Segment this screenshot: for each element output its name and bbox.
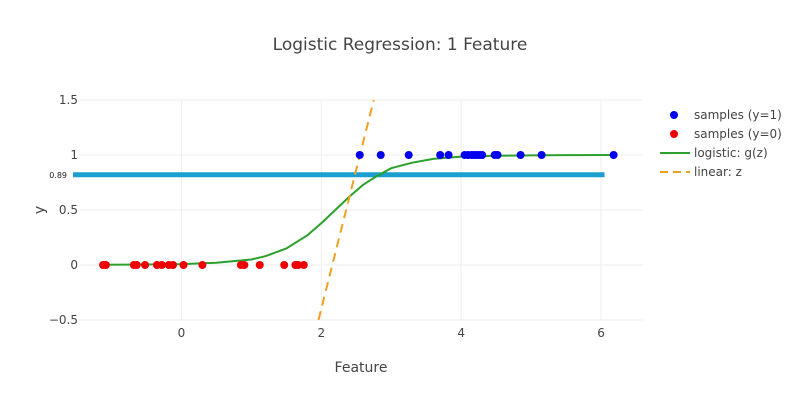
legend-label: samples (y=0) <box>694 127 782 141</box>
x-tick-label: 6 <box>597 326 605 340</box>
y-tick-label: 0 <box>70 258 78 272</box>
x-tick-label: 2 <box>317 326 325 340</box>
legend: samples (y=1) samples (y=0) logistic: g(z)… <box>660 108 782 179</box>
data-point <box>493 151 502 159</box>
x-tick-label: 4 <box>457 326 465 340</box>
data-point <box>179 261 188 269</box>
data-point <box>299 261 308 269</box>
x-axis-title: Feature <box>335 360 388 376</box>
legend-marker <box>670 111 678 119</box>
data-point <box>444 151 453 159</box>
data-point <box>101 261 110 269</box>
data-point <box>141 261 150 269</box>
data-point <box>198 261 207 269</box>
y-tick-label: −0.5 <box>49 313 78 327</box>
x-tick-label: 0 <box>178 326 186 340</box>
series-line-3 <box>317 99 375 321</box>
y-axis-ticks: −0.5 0 0.5 1 1.5 <box>49 93 78 327</box>
data-point <box>436 151 445 159</box>
data-point <box>157 261 166 269</box>
data-point <box>255 261 264 269</box>
data-point <box>169 261 178 269</box>
data-point <box>404 151 413 159</box>
x-axis-ticks: 0 2 4 6 <box>178 326 605 340</box>
y-tick-label: 1.5 <box>59 93 78 107</box>
y-tick-label: 1 <box>70 148 78 162</box>
chart-title: Logistic Regression: 1 Feature <box>273 35 528 55</box>
legend-label: logistic: g(z) <box>694 146 768 160</box>
reference-line-label: 0.89 <box>49 171 67 180</box>
reference-line-group: 0.89 <box>49 171 605 180</box>
data-point <box>609 151 618 159</box>
data-point <box>355 151 364 159</box>
series-markers <box>99 151 618 269</box>
y-tick-label: 0.5 <box>59 203 78 217</box>
y-axis-title: y <box>32 206 48 214</box>
data-point <box>537 151 546 159</box>
legend-label: samples (y=1) <box>694 108 782 122</box>
data-point <box>294 261 303 269</box>
data-point <box>132 261 141 269</box>
data-point <box>516 151 525 159</box>
legend-marker <box>670 130 678 138</box>
legend-label: linear: z <box>694 165 742 179</box>
data-point <box>376 151 385 159</box>
data-point <box>240 261 249 269</box>
grid <box>80 99 643 321</box>
data-point <box>478 151 487 159</box>
data-point <box>280 261 289 269</box>
